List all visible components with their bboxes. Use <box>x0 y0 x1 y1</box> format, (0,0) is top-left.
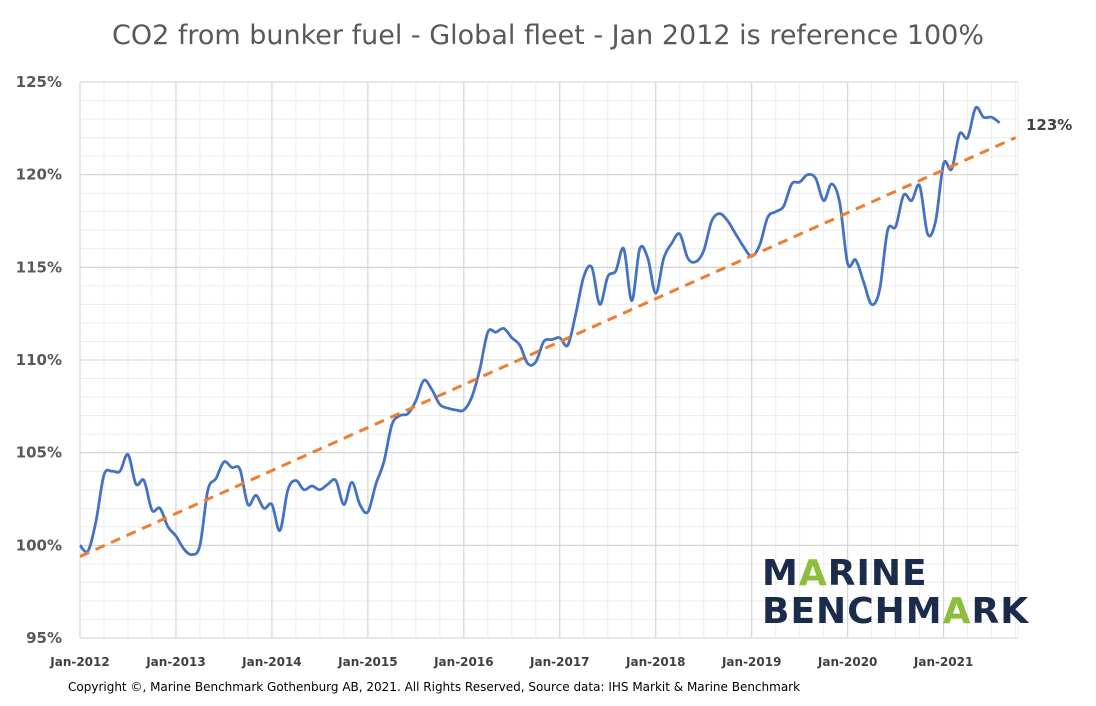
y-tick-label: 105% <box>16 444 62 462</box>
x-tick-label: Jan-2017 <box>529 655 589 669</box>
chart-title: CO2 from bunker fuel - Global fleet - Ja… <box>111 20 985 51</box>
x-tick-label: Jan-2012 <box>49 655 109 669</box>
y-tick-label: 115% <box>16 258 62 276</box>
x-tick-label: Jan-2018 <box>625 655 685 669</box>
y-tick-label: 100% <box>16 536 62 554</box>
annotation-group: 123% <box>1026 116 1072 134</box>
copyright-footer: Copyright ©, Marine Benchmark Gothenburg… <box>68 680 801 694</box>
x-tick-label: Jan-2015 <box>337 655 397 669</box>
logo-line-marine: MARINE <box>762 553 928 594</box>
x-axis-tick-labels: Jan-2012 Jan-2013 Jan-2014 Jan-2015 Jan-2016… <box>49 655 973 669</box>
series-line-co2 <box>78 105 1001 557</box>
y-tick-label: 110% <box>16 351 62 369</box>
logo-line-benchmark: BENCHMARK <box>762 591 1030 632</box>
marine-benchmark-logo: MARINE BENCHMARK <box>762 555 1029 631</box>
y-tick-label: 120% <box>16 166 62 184</box>
x-tick-label: Jan-2020 <box>817 655 877 669</box>
x-tick-label: Jan-2021 <box>913 655 973 669</box>
series-group <box>78 105 1017 558</box>
trend-line <box>79 136 1017 558</box>
end-value-label: 123% <box>1026 116 1072 134</box>
x-tick-label: Jan-2013 <box>145 655 205 669</box>
y-axis-tick-labels: 95% 100% 105% 110% 115% 120% 125% <box>16 73 62 647</box>
x-tick-label: Jan-2019 <box>721 655 781 669</box>
y-tick-label: 95% <box>26 629 62 647</box>
y-tick-label: 125% <box>16 73 62 91</box>
x-tick-label: Jan-2016 <box>433 655 493 669</box>
x-tick-label: Jan-2014 <box>241 655 301 669</box>
major-gridlines <box>79 81 1018 639</box>
